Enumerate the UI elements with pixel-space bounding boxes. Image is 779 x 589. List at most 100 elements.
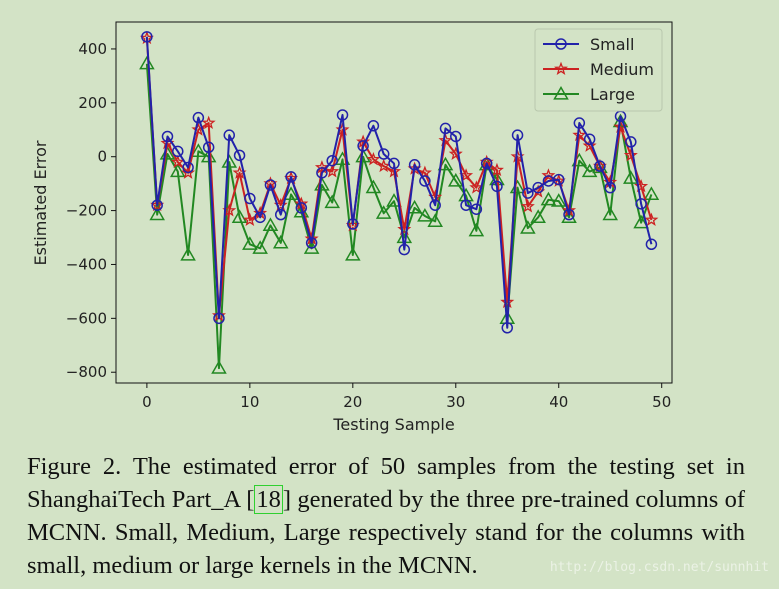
legend-marker-medium — [553, 61, 569, 75]
data-point-small — [316, 167, 328, 179]
x-axis-ticks: 0 10 20 30 40 50 — [142, 383, 671, 411]
data-point-large — [345, 247, 361, 261]
data-point-small — [213, 312, 225, 325]
data-point-medium — [582, 138, 597, 152]
data-point-small — [429, 199, 441, 211]
data-point-large — [447, 172, 464, 187]
data-point-small — [419, 175, 431, 187]
data-point-medium — [366, 152, 381, 166]
data-point-large — [365, 179, 382, 194]
data-point-small — [645, 238, 658, 251]
data-point-medium — [541, 168, 556, 182]
data-point-medium — [242, 212, 257, 226]
data-point-large — [643, 186, 660, 201]
data-point-small — [367, 119, 380, 132]
x-tick-label: 0 — [142, 393, 152, 411]
data-point-medium — [448, 146, 463, 160]
x-tick-label: 30 — [446, 393, 465, 411]
legend-marker-small — [555, 38, 567, 50]
x-axis-label: Testing Sample — [332, 415, 454, 434]
data-point-small — [522, 187, 534, 199]
data-point-small — [192, 111, 205, 124]
data-point-medium — [170, 154, 185, 169]
y-tick-label: −800 — [66, 363, 107, 381]
caption-text-after: ] generated by the three pre-trained col… — [27, 486, 745, 579]
data-point-medium — [386, 164, 402, 178]
data-point-small — [501, 322, 514, 334]
data-point-large — [169, 163, 186, 178]
data-point-small — [563, 208, 575, 221]
data-point-medium — [520, 199, 535, 213]
data-point-large — [262, 217, 279, 232]
data-point-small — [398, 243, 411, 256]
data-point-small — [377, 148, 390, 160]
x-tick-label: 20 — [343, 393, 362, 411]
data-point-large — [602, 206, 619, 221]
data-point-large — [561, 209, 577, 223]
series-small — [141, 31, 658, 334]
data-point-small — [583, 133, 596, 145]
figure-caption: Figure 2. The estimated error of 50 samp… — [27, 450, 745, 582]
data-point-large — [540, 191, 557, 206]
data-point-small — [202, 141, 215, 154]
data-point-medium — [314, 160, 329, 174]
watermark: http://blog.csdn.net/sunnhit — [549, 560, 769, 575]
data-point-large — [221, 154, 238, 168]
data-point-large — [139, 55, 155, 70]
data-point-large — [550, 193, 567, 207]
data-point-small — [511, 129, 524, 141]
data-point-medium — [623, 147, 638, 162]
data-point-small — [151, 199, 163, 211]
data-point-medium — [500, 294, 515, 309]
data-point-large — [355, 148, 371, 163]
data-point-small — [223, 129, 236, 141]
caption-text-before: Figure 2. The estimated error of 50 samp… — [27, 453, 745, 513]
y-axis-ticks: 400 200 0 −200 −400 −600 −800 — [66, 40, 116, 381]
line-chart: 0 10 20 30 40 50 400 200 0 −200 −400 −600 −800 Test… — [31, 21, 673, 434]
y-tick-label: −400 — [66, 255, 107, 273]
data-point-medium — [438, 133, 453, 147]
data-point-large — [623, 170, 639, 184]
y-tick-label: 0 — [97, 148, 107, 166]
data-point-large — [252, 240, 268, 254]
y-tick-label: 400 — [78, 40, 107, 58]
data-point-large — [468, 222, 485, 237]
series-line-small — [145, 36, 653, 329]
data-point-small — [336, 109, 349, 121]
data-point-small — [254, 211, 266, 224]
data-point-small — [408, 159, 421, 171]
data-point-small — [635, 198, 647, 210]
data-point-small — [141, 31, 153, 43]
data-point-medium — [201, 115, 216, 129]
data-point-small — [233, 149, 246, 162]
series-layer — [139, 30, 660, 374]
caption-reference-link[interactable]: 18 — [254, 485, 283, 514]
data-point-small — [439, 122, 452, 135]
legend-box — [534, 28, 663, 112]
data-point-small — [388, 157, 400, 170]
data-point-large — [149, 206, 165, 221]
legend: Small Medium Large — [534, 28, 663, 112]
data-point-medium — [469, 180, 484, 194]
data-point-small — [326, 154, 338, 167]
data-point-small — [305, 237, 318, 249]
data-point-small — [357, 140, 369, 152]
x-tick-label: 10 — [240, 393, 259, 411]
data-point-medium — [417, 165, 432, 179]
data-point-large — [520, 220, 536, 234]
legend-label-medium: Medium — [590, 60, 654, 79]
data-point-large — [386, 193, 402, 207]
y-tick-label: −200 — [66, 202, 107, 220]
data-point-small — [573, 117, 586, 129]
data-point-small — [347, 218, 359, 230]
data-point-small — [285, 171, 297, 183]
data-point-small — [264, 179, 277, 191]
data-point-large — [406, 199, 423, 214]
data-point-large — [190, 143, 207, 157]
data-point-small — [480, 157, 493, 170]
data-point-large — [530, 209, 546, 223]
data-point-large — [283, 186, 299, 201]
data-point-medium — [345, 218, 360, 232]
data-point-large — [180, 247, 196, 261]
data-point-medium — [644, 212, 659, 226]
